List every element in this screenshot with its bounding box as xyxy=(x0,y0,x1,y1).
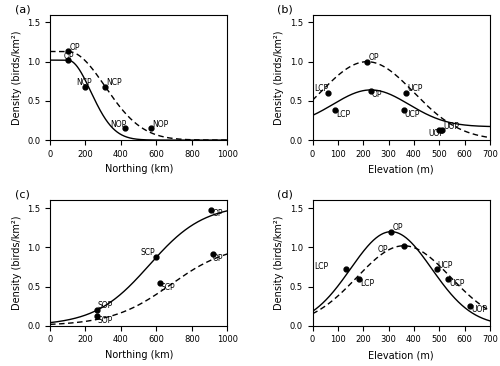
Y-axis label: Density (birds/km²): Density (birds/km²) xyxy=(274,30,284,124)
Text: LCP: LCP xyxy=(336,109,350,119)
Text: SOP: SOP xyxy=(98,316,113,325)
Text: OP: OP xyxy=(212,209,223,218)
Text: LCP: LCP xyxy=(360,279,375,288)
Text: UCP: UCP xyxy=(407,85,422,93)
Text: UCP: UCP xyxy=(450,279,465,288)
Text: UCP: UCP xyxy=(438,261,453,270)
Y-axis label: Density (birds/km²): Density (birds/km²) xyxy=(12,30,22,124)
Text: (a): (a) xyxy=(14,4,30,14)
Text: (c): (c) xyxy=(14,190,30,200)
Text: LCP: LCP xyxy=(314,262,328,271)
Text: OP: OP xyxy=(69,43,80,52)
Text: UCP: UCP xyxy=(404,109,420,119)
Text: (b): (b) xyxy=(277,4,293,14)
Text: NOP: NOP xyxy=(110,120,126,129)
X-axis label: Elevation (m): Elevation (m) xyxy=(368,164,434,174)
Text: NCP: NCP xyxy=(106,78,122,87)
Y-axis label: Density (birds/km²): Density (birds/km²) xyxy=(12,216,22,310)
Text: OP: OP xyxy=(64,52,74,60)
Text: NCP: NCP xyxy=(76,78,92,87)
Text: OP: OP xyxy=(372,90,382,99)
Text: (d): (d) xyxy=(277,190,293,200)
X-axis label: Elevation (m): Elevation (m) xyxy=(368,350,434,360)
Text: UOP: UOP xyxy=(443,122,459,131)
Text: OP: OP xyxy=(392,223,403,232)
Text: NOP: NOP xyxy=(152,120,168,129)
Text: LCP: LCP xyxy=(314,85,328,93)
Text: UOP: UOP xyxy=(428,129,444,138)
Y-axis label: Density (birds/km²): Density (birds/km²) xyxy=(274,216,284,310)
Text: SCP: SCP xyxy=(140,248,155,257)
Text: OP: OP xyxy=(378,245,388,254)
Text: UOP: UOP xyxy=(471,305,487,314)
Text: SCP: SCP xyxy=(161,283,176,292)
Text: OP: OP xyxy=(368,53,379,62)
X-axis label: Northing (km): Northing (km) xyxy=(104,350,173,360)
Text: SOP: SOP xyxy=(98,302,113,310)
X-axis label: Northing (km): Northing (km) xyxy=(104,164,173,174)
Text: OP: OP xyxy=(212,254,223,263)
